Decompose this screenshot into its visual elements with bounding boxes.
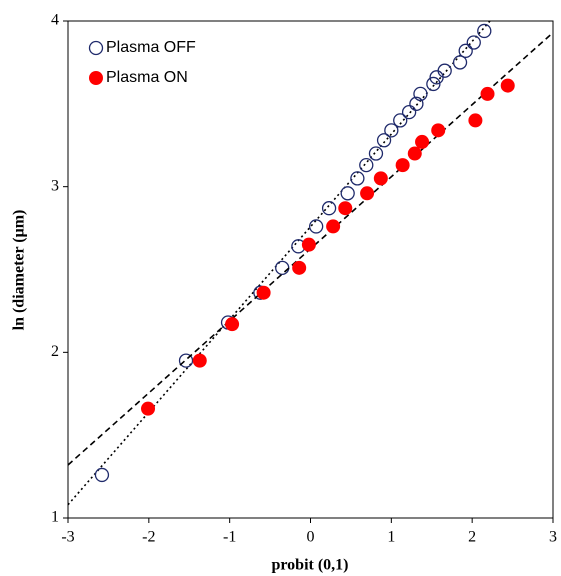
x-tick-label: 3 (549, 529, 557, 546)
point (373, 171, 388, 186)
x-tick-label: 2 (468, 529, 476, 546)
x-tick-label: 1 (387, 529, 395, 546)
point (458, 43, 473, 58)
x-tick-label: -3 (61, 529, 74, 546)
point (301, 237, 316, 252)
y-axis-label: ln (diameter (μm) (11, 210, 28, 331)
point (350, 171, 365, 186)
point (415, 134, 430, 149)
point (321, 201, 337, 216)
y-tick-label: 1 (51, 509, 59, 526)
point (340, 186, 355, 201)
point (192, 353, 207, 368)
point (141, 401, 156, 416)
point (309, 219, 324, 234)
point (256, 285, 271, 300)
legend-label: Plasma ON (106, 69, 188, 86)
point (409, 96, 424, 111)
point (426, 76, 441, 92)
x-axis-label: probit (0,1) (271, 557, 348, 574)
point (437, 63, 452, 78)
point (94, 467, 110, 483)
legend-marker (88, 40, 104, 56)
point (401, 104, 417, 120)
point (178, 353, 194, 368)
point (360, 186, 375, 201)
point (393, 113, 408, 128)
point (376, 133, 392, 148)
point (466, 35, 481, 50)
point (452, 55, 468, 70)
legend-marker (89, 71, 103, 85)
point (292, 260, 307, 275)
point (431, 123, 446, 138)
point (368, 146, 384, 161)
point (225, 317, 240, 332)
point (326, 219, 341, 234)
point (338, 201, 353, 216)
point (413, 86, 428, 102)
point (468, 113, 483, 128)
plot-frame (67, 20, 554, 519)
y-tick-label: 3 (51, 177, 59, 194)
x-tick-label: -1 (223, 529, 236, 546)
legend-label: Plasma OFF (106, 39, 196, 56)
y-tick-label: 2 (51, 343, 59, 360)
y-tick-label: 4 (51, 12, 59, 29)
point (359, 157, 374, 173)
point (500, 78, 515, 93)
point (477, 23, 492, 39)
point (407, 146, 422, 161)
point (275, 260, 290, 275)
x-tick-label: -2 (142, 529, 155, 546)
point (395, 158, 410, 173)
point (480, 86, 495, 101)
point (384, 123, 399, 138)
x-tick-label: 0 (307, 529, 315, 546)
